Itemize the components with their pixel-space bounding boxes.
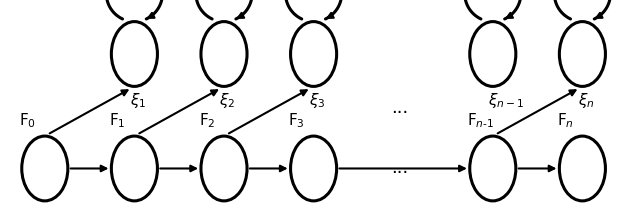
Text: $\xi_n$: $\xi_n$ xyxy=(578,91,595,110)
Ellipse shape xyxy=(111,22,157,86)
Ellipse shape xyxy=(201,136,247,201)
Ellipse shape xyxy=(559,136,605,201)
Text: ...: ... xyxy=(392,159,408,178)
Text: $\mathsf{F}_1$: $\mathsf{F}_1$ xyxy=(109,111,125,130)
Ellipse shape xyxy=(291,22,337,86)
Text: $\mathsf{F}_{n\text{-}1}$: $\mathsf{F}_{n\text{-}1}$ xyxy=(467,111,495,130)
Ellipse shape xyxy=(111,136,157,201)
Text: $\xi_1$: $\xi_1$ xyxy=(130,91,146,110)
Ellipse shape xyxy=(22,136,68,201)
Text: $\mathsf{F}_2$: $\mathsf{F}_2$ xyxy=(198,111,215,130)
Ellipse shape xyxy=(470,136,516,201)
Text: $\mathsf{F}_3$: $\mathsf{F}_3$ xyxy=(288,111,305,130)
Ellipse shape xyxy=(291,136,337,201)
Ellipse shape xyxy=(470,22,516,86)
Text: $\mathsf{F}_0$: $\mathsf{F}_0$ xyxy=(19,111,36,130)
Text: $\xi_2$: $\xi_2$ xyxy=(220,91,236,110)
Text: $\xi_3$: $\xi_3$ xyxy=(309,91,325,110)
Ellipse shape xyxy=(201,22,247,86)
Text: $\xi_{n-1}$: $\xi_{n-1}$ xyxy=(488,91,524,110)
Ellipse shape xyxy=(559,22,605,86)
Text: ...: ... xyxy=(392,99,408,117)
Text: $\mathsf{F}_n$: $\mathsf{F}_n$ xyxy=(557,111,574,130)
